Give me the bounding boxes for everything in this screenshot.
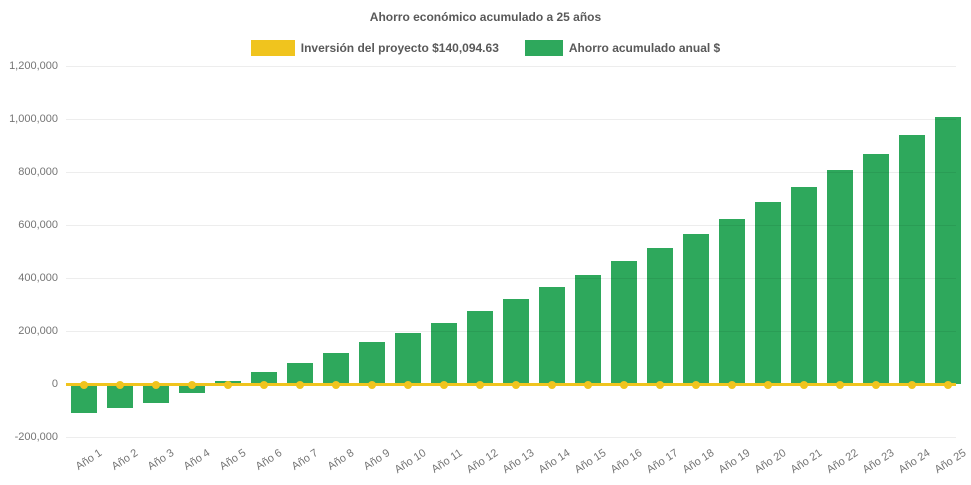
legend-label-savings: Ahorro acumulado anual $	[568, 41, 721, 55]
x-axis-category-label: Año 25	[932, 447, 969, 477]
investment-line-marker	[368, 380, 376, 389]
bar-ahorro-acumulado	[863, 153, 889, 384]
x-axis-category-label: Año 4	[181, 447, 213, 473]
investment-line-marker	[440, 380, 448, 389]
bar-ahorro-acumulado	[179, 384, 205, 393]
legend-item-savings: Ahorro acumulado anual $	[524, 40, 721, 56]
x-axis-category-label: Año 24	[896, 447, 933, 477]
x-axis-category-label: Año 1	[73, 447, 105, 473]
x-axis-category-label: Año 10	[392, 447, 429, 477]
bar-ahorro-acumulado	[359, 342, 385, 384]
x-axis-category-label: Año 14	[536, 447, 573, 477]
x-axis-category-label: Año 12	[464, 447, 501, 477]
investment-line-marker	[332, 380, 340, 389]
x-axis-category-label: Año 21	[788, 447, 825, 477]
legend-swatch-investment	[250, 40, 295, 56]
x-axis-category-label: Año 16	[608, 447, 645, 477]
investment-line-marker	[728, 380, 736, 389]
investment-line-marker	[836, 380, 844, 389]
x-axis-category-label: Año 23	[860, 447, 897, 477]
y-axis-tick-label: 800,000	[18, 166, 58, 178]
bar-ahorro-acumulado	[647, 248, 673, 384]
bar-ahorro-acumulado	[323, 352, 349, 384]
y-axis-tick-label: 200,000	[18, 325, 58, 337]
bar-ahorro-acumulado	[935, 116, 961, 384]
gridline	[66, 119, 956, 120]
investment-line-marker	[584, 380, 592, 389]
bar-ahorro-acumulado	[503, 299, 529, 384]
investment-line-marker	[764, 380, 772, 389]
x-axis-category-label: Año 11	[429, 447, 465, 476]
x-axis-category-label: Año 8	[325, 447, 357, 473]
investment-line-marker	[620, 380, 628, 389]
x-axis-category-label: Año 22	[824, 447, 861, 477]
bar-ahorro-acumulado	[611, 260, 637, 384]
bar-ahorro-acumulado	[683, 234, 709, 384]
investment-line-marker	[152, 380, 160, 389]
bar-ahorro-acumulado	[395, 332, 421, 384]
y-axis-tick-label: 1,200,000	[9, 60, 58, 72]
y-axis-tick-label: 400,000	[18, 272, 58, 284]
y-axis-tick-label: 0	[51, 378, 58, 390]
bar-ahorro-acumulado	[431, 322, 457, 384]
bar-ahorro-acumulado	[899, 135, 925, 384]
y-axis-tick-label: 600,000	[18, 219, 58, 231]
investment-line-marker	[872, 380, 880, 389]
investment-line-marker	[80, 380, 88, 389]
bar-ahorro-acumulado	[251, 372, 277, 384]
investment-line	[66, 383, 956, 386]
bar-ahorro-acumulado	[467, 311, 493, 384]
bar-ahorro-acumulado	[827, 169, 853, 384]
x-axis-category-label: Año 15	[572, 447, 609, 477]
x-axis-category-label: Año 5	[217, 447, 249, 473]
investment-line-marker	[692, 380, 700, 389]
legend-swatch-savings	[524, 40, 563, 56]
investment-line-marker	[908, 380, 916, 389]
legend-label-investment: Inversión del proyecto $140,094.63	[300, 41, 499, 55]
gridline	[66, 172, 956, 173]
chart-title: Ahorro económico acumulado a 25 años	[369, 10, 602, 24]
y-axis-tick-label: -200,000	[14, 431, 58, 443]
x-axis-category-label: Año 18	[680, 447, 717, 477]
bar-ahorro-acumulado	[575, 274, 601, 384]
legend-item-investment: Inversión del proyecto $140,094.63	[250, 40, 499, 56]
bar-ahorro-acumulado	[755, 202, 781, 384]
x-axis-category-label: Año 9	[361, 447, 393, 473]
x-axis-category-label: Año 2	[109, 447, 141, 473]
bar-ahorro-acumulado	[287, 362, 313, 384]
investment-line-marker	[656, 380, 664, 389]
gridline	[66, 331, 956, 332]
gridline	[66, 278, 956, 279]
x-axis-category-label: Año 20	[752, 447, 789, 477]
bar-ahorro-acumulado	[719, 219, 745, 384]
investment-line-marker	[800, 380, 808, 389]
bar-ahorro-acumulado	[71, 384, 97, 414]
chart-legend: Inversión del proyecto $140,094.63 Ahorr…	[0, 40, 971, 56]
investment-line-marker	[944, 380, 952, 389]
x-axis-category-label: Año 17	[644, 447, 681, 477]
investment-line-marker	[512, 380, 520, 389]
investment-line-marker	[476, 380, 484, 389]
bar-ahorro-acumulado	[791, 187, 817, 384]
investment-line-marker	[188, 380, 196, 389]
investment-line-marker	[116, 380, 124, 389]
x-axis-category-label: Año 7	[289, 447, 321, 473]
x-axis-category-label: Año 19	[716, 447, 753, 477]
x-axis-category-label: Año 6	[253, 447, 285, 473]
gridline	[66, 437, 956, 438]
investment-line-marker	[548, 380, 556, 389]
investment-line-marker	[296, 380, 304, 389]
x-axis-category-label: Año 3	[145, 447, 177, 473]
investment-line-marker	[404, 380, 412, 389]
investment-line-marker	[260, 380, 268, 389]
bar-ahorro-acumulado	[143, 384, 169, 403]
gridline	[66, 225, 956, 226]
y-axis-tick-label: 1,000,000	[9, 113, 58, 125]
bar-ahorro-acumulado	[539, 287, 565, 384]
gridline	[66, 66, 956, 67]
x-axis-category-label: Año 13	[500, 447, 537, 477]
investment-line-marker	[224, 380, 232, 389]
